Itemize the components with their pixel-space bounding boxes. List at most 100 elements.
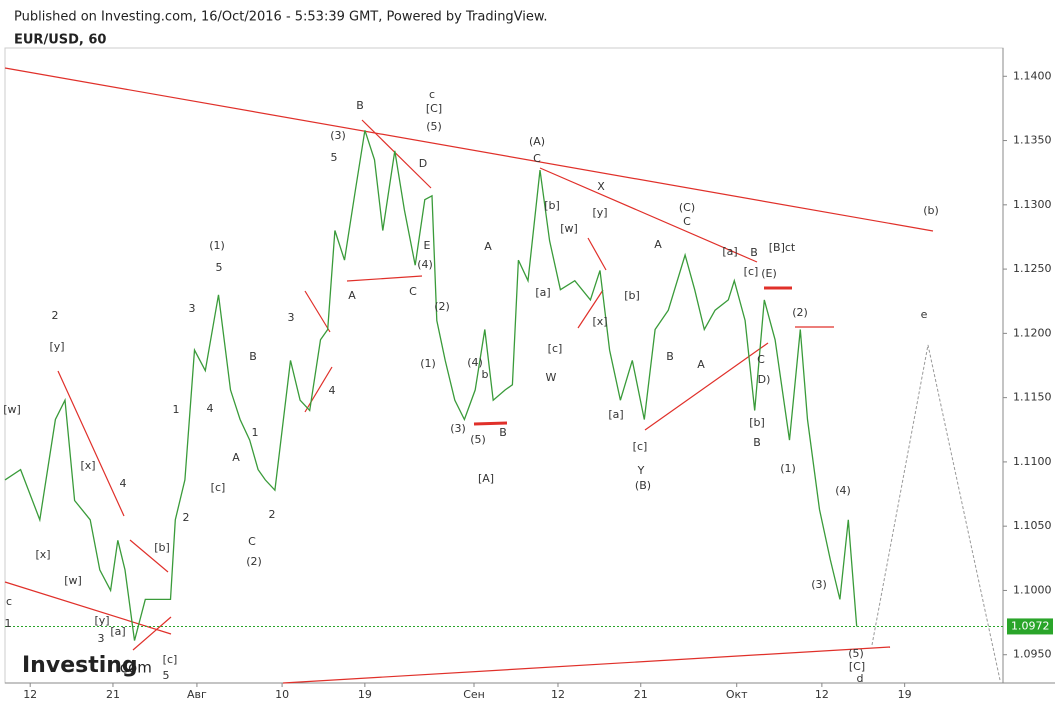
trend-line: [132, 616, 172, 651]
wave-label: [C]: [426, 102, 442, 115]
wave-label: A: [697, 358, 705, 371]
wave-label: (5): [848, 647, 864, 660]
wave-label: 1: [5, 617, 12, 630]
y-tick-label: 1.1250: [1013, 262, 1052, 275]
wave-label: 4: [329, 384, 336, 397]
wave-label: (5): [470, 433, 486, 446]
price-line: [4, 130, 858, 641]
wave-label: C: [248, 535, 256, 548]
x-tick-label: Сен: [463, 688, 485, 701]
wave-label: (1): [780, 462, 796, 475]
x-tick-label: 19: [898, 688, 912, 701]
x-tick-label: Авг: [187, 688, 207, 701]
logo: Investing .com: [22, 653, 152, 678]
wave-label: [a]: [535, 286, 550, 299]
wave-label: D: [419, 157, 427, 170]
x-tick-label: 10: [275, 688, 289, 701]
wave-label: 3: [189, 302, 196, 315]
trend-line: [346, 275, 423, 282]
wave-label: [C]: [849, 660, 865, 673]
wave-label: (3): [811, 578, 827, 591]
wave-label: [a]: [110, 625, 125, 638]
wave-label: B: [753, 436, 761, 449]
wave-label: A: [484, 240, 492, 253]
trend-lines: [4, 67, 1001, 684]
wave-label: (2): [792, 306, 808, 319]
wave-label: C: [757, 353, 765, 366]
wave-label: 1: [252, 426, 259, 439]
wave-label: (b): [923, 204, 939, 217]
wave-label: (2): [434, 300, 450, 313]
trend-line: [304, 366, 333, 413]
wave-label: Y: [637, 464, 645, 477]
y-tick-label: 1.0950: [1013, 648, 1052, 661]
wave-label: 4: [207, 402, 214, 415]
wave-label: C: [409, 285, 417, 298]
wave-label: [w]: [64, 574, 82, 587]
wave-label: (3): [330, 129, 346, 142]
wave-label: (4): [467, 356, 483, 369]
wave-label: (E): [761, 267, 777, 280]
wave-label: e: [921, 308, 928, 321]
wave-label: [x]: [80, 459, 95, 472]
wave-label: b: [482, 368, 489, 381]
wave-label: (3): [450, 422, 466, 435]
wave-label: d: [857, 672, 864, 685]
trend-line: [587, 237, 607, 271]
wave-label: [b]: [544, 199, 560, 212]
wave-label: [c]: [744, 265, 759, 278]
wave-label: [y]: [49, 340, 64, 353]
wave-label: C: [683, 215, 691, 228]
wave-label: [a]: [722, 245, 737, 258]
projection-line: [871, 344, 1001, 681]
wave-label: 3: [288, 311, 295, 324]
wave-label: [B]ct: [769, 241, 796, 254]
wave-label: 2: [183, 511, 190, 524]
trend-line: [473, 421, 508, 426]
wave-label: X: [597, 180, 605, 193]
wave-label: 4: [120, 477, 127, 490]
trend-line: [644, 342, 769, 431]
wave-label: 2: [52, 309, 59, 322]
y-tick-label: 1.1050: [1013, 519, 1052, 532]
x-tick-label: 19: [358, 688, 372, 701]
wave-label: [c]: [163, 653, 178, 666]
wave-label: 2: [269, 508, 276, 521]
y-tick-label: 1.1200: [1013, 326, 1052, 339]
x-tick-label: 12: [551, 688, 565, 701]
wave-label: [b]: [154, 541, 170, 554]
wave-label: C: [533, 152, 541, 165]
trend-line: [4, 67, 934, 232]
wave-label: [b]: [624, 289, 640, 302]
wave-label: [a]: [608, 408, 623, 421]
wave-label: A: [348, 289, 356, 302]
wave-label: D): [758, 373, 771, 386]
wave-label: B: [666, 350, 674, 363]
trend-line: [129, 539, 169, 573]
x-tick-label: 12: [815, 688, 829, 701]
wave-label: [c]: [211, 481, 226, 494]
x-tick-label: 21: [106, 688, 120, 701]
wave-label: [c]: [633, 440, 648, 453]
wave-label: (1): [209, 239, 225, 252]
wave-label: [w]: [3, 403, 21, 416]
wave-label: (C): [679, 201, 695, 214]
wave-label: 3: [98, 632, 105, 645]
logo-text: Investing: [22, 653, 138, 678]
wave-label: [w]: [560, 222, 578, 235]
wave-label: (4): [417, 258, 433, 271]
trend-line: [577, 289, 604, 329]
wave-label: [y]: [94, 614, 109, 627]
wave-label: [x]: [592, 315, 607, 328]
wave-label: (2): [246, 555, 262, 568]
wave-label: [A]: [478, 472, 494, 485]
trend-line: [539, 167, 758, 263]
wave-label: B: [356, 99, 364, 112]
wave-label: 5: [331, 151, 338, 164]
wave-label: W: [546, 371, 557, 384]
y-tick-label: 1.1100: [1013, 455, 1052, 468]
logo-suffix: .com: [115, 659, 152, 677]
y-tick-label: 1.1150: [1013, 391, 1052, 404]
trend-line: [57, 370, 125, 517]
